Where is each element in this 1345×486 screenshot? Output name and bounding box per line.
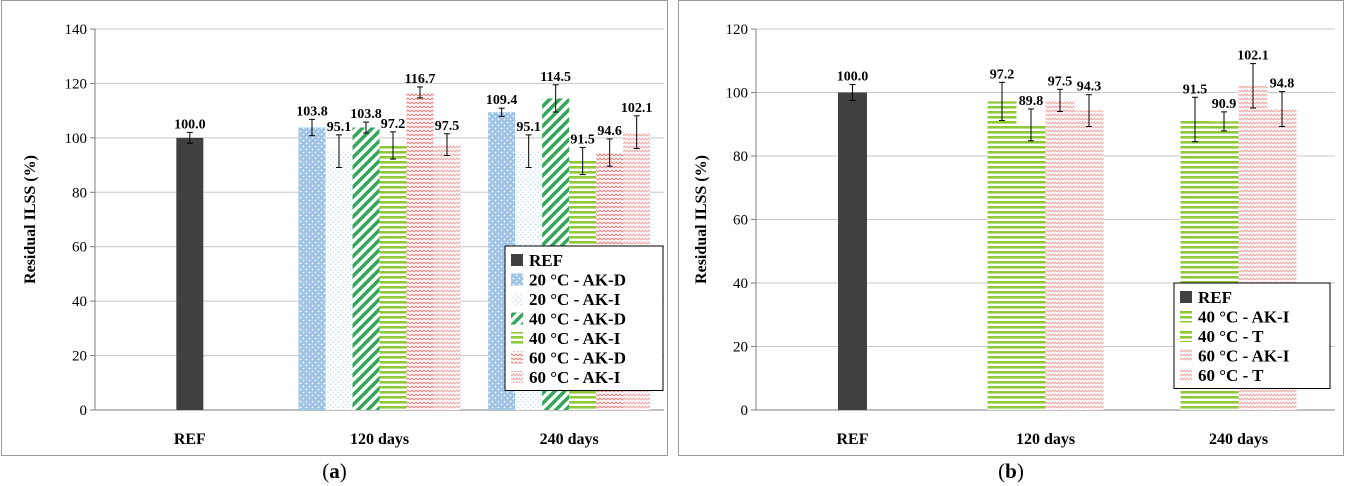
bar-20-c-ak-i-120-days <box>325 151 353 410</box>
legend-swatch-ref <box>1180 291 1192 303</box>
bar-60-c-ak-d-120-days <box>406 92 434 410</box>
data-label: 97.2 <box>381 117 406 132</box>
legend-label-40-c-ak-i: 40 °C - AK-I <box>1198 308 1290 327</box>
y-tick-label: 20 <box>72 349 87 365</box>
chart-panel-b: 0 20 40 60 80 100 120 Residual ILSS (%) REF 120 d… <box>678 0 1344 456</box>
caption-a: (a) <box>322 459 347 483</box>
data-label: 102.1 <box>621 101 653 116</box>
x-tick-label-120-days: 120 days <box>1016 431 1075 448</box>
data-label: 116.7 <box>405 72 436 87</box>
y-tick-label: 40 <box>733 276 748 292</box>
chart-b-svg: 0 20 40 60 80 100 120 Residual ILSS (%) REF 120 d… <box>693 22 1335 448</box>
legend-swatch-ref <box>511 254 523 266</box>
legend-label-60-c-ak-i: 60 °C - AK-I <box>529 368 621 387</box>
y-tick-label: 100 <box>726 86 749 102</box>
bar-60-c-t-120-days <box>1074 110 1104 410</box>
legend-swatch-60-c-ak-i <box>511 371 523 383</box>
bar-40-c-ak-i-120-days <box>379 145 407 410</box>
legend-label-40-c-ak-i: 40 °C - AK-I <box>529 329 621 348</box>
y-tick-label: 60 <box>733 213 748 229</box>
bar-ref-ref <box>838 92 867 410</box>
bar-40-c-ak-d-120-days <box>352 127 380 410</box>
caption-b: (b) <box>998 459 1024 483</box>
data-label: 91.5 <box>570 132 595 147</box>
y-tick-label: 20 <box>733 340 748 356</box>
legend-swatch-40-c-t <box>1180 330 1192 342</box>
legend-swatch-40-c-ak-d <box>511 312 523 325</box>
data-label: 97.5 <box>1048 74 1073 89</box>
legend-box <box>504 245 664 391</box>
legend-label-40-c-ak-d: 40 °C - AK-D <box>529 310 626 329</box>
legend-label-60-c-ak-d: 60 °C - AK-D <box>529 349 626 368</box>
legend-swatch-40-c-ak-i <box>511 332 523 344</box>
data-label: 114.5 <box>540 70 571 85</box>
y-tick-label: 0 <box>741 403 749 419</box>
y-axis-title: Residual ILSS (%) <box>693 155 710 284</box>
legend-label-ref: REF <box>1198 288 1232 307</box>
data-label: 97.2 <box>990 67 1015 82</box>
legend-label-60-c-t: 60 °C - T <box>1198 366 1264 385</box>
y-axis-title: Residual ILSS (%) <box>22 155 39 284</box>
legend-swatch-60-c-ak-i <box>1180 349 1192 362</box>
legend-swatch-60-c-ak-d <box>511 351 523 364</box>
legend-label-60-c-ak-i: 60 °C - AK-I <box>1198 347 1290 366</box>
data-label: 102.1 <box>1237 49 1269 64</box>
data-label: 89.8 <box>1019 94 1044 109</box>
x-tick-label-120-days: 120 days <box>350 431 409 448</box>
y-tick-label: 0 <box>80 403 88 419</box>
data-label: 97.5 <box>435 119 460 134</box>
y-tick-label: 40 <box>72 294 87 310</box>
data-label: 103.8 <box>296 104 328 119</box>
bar-ref-ref <box>176 137 204 410</box>
chart-a-svg: 0 20 40 60 80 100 120 140 Residual ILSS (%) REF 12… <box>22 22 664 448</box>
data-label: 94.6 <box>597 124 622 139</box>
y-tick-label: 100 <box>65 131 88 147</box>
bar-20-c-ak-d-120-days <box>298 127 326 410</box>
y-tick-label: 60 <box>72 240 87 256</box>
bar-40-c-t-120-days <box>1016 124 1046 410</box>
bar-40-c-ak-i-120-days <box>987 101 1017 410</box>
x-tick-label-240-days: 240 days <box>1209 431 1268 448</box>
chart-panel-a: 0 20 40 60 80 100 120 140 Residual ILSS (%) REF 12… <box>1 0 668 456</box>
legend-label-ref: REF <box>529 251 563 270</box>
x-tick-label-ref: REF <box>837 431 869 448</box>
x-tick-label-240-days: 240 days <box>540 431 599 448</box>
x-tick-label-ref: REF <box>174 431 206 448</box>
data-label: 100.0 <box>837 70 869 85</box>
y-tick-label: 80 <box>72 185 87 201</box>
data-label: 94.3 <box>1077 80 1102 95</box>
data-label: 103.8 <box>350 107 382 122</box>
y-tick-label: 120 <box>65 76 88 92</box>
legend-swatch-40-c-ak-i <box>1180 310 1192 323</box>
data-label: 94.8 <box>1270 77 1295 92</box>
legend-swatch-20-c-ak-d <box>511 273 523 286</box>
data-label: 90.9 <box>1212 97 1237 112</box>
legend-label-20-c-ak-d: 20 °C - AK-D <box>529 271 626 290</box>
y-tick-label: 120 <box>726 22 749 38</box>
data-label: 109.4 <box>486 93 518 108</box>
data-label: 95.1 <box>516 120 541 135</box>
y-tick-label: 80 <box>733 149 748 165</box>
legend-label-40-c-t: 40 °C - T <box>1198 327 1264 346</box>
legend-swatch-20-c-ak-i <box>511 293 523 305</box>
legend-box <box>1173 282 1331 389</box>
y-tick-label: 140 <box>65 22 88 38</box>
data-label: 91.5 <box>1183 82 1208 97</box>
legend-swatch-60-c-t <box>1180 369 1192 381</box>
data-label: 95.1 <box>327 120 352 135</box>
bar-60-c-ak-i-120-days <box>433 144 461 411</box>
data-label: 100.0 <box>174 117 206 132</box>
legend-label-20-c-ak-i: 20 °C - AK-I <box>529 290 621 309</box>
bar-60-c-ak-i-120-days <box>1045 100 1075 410</box>
